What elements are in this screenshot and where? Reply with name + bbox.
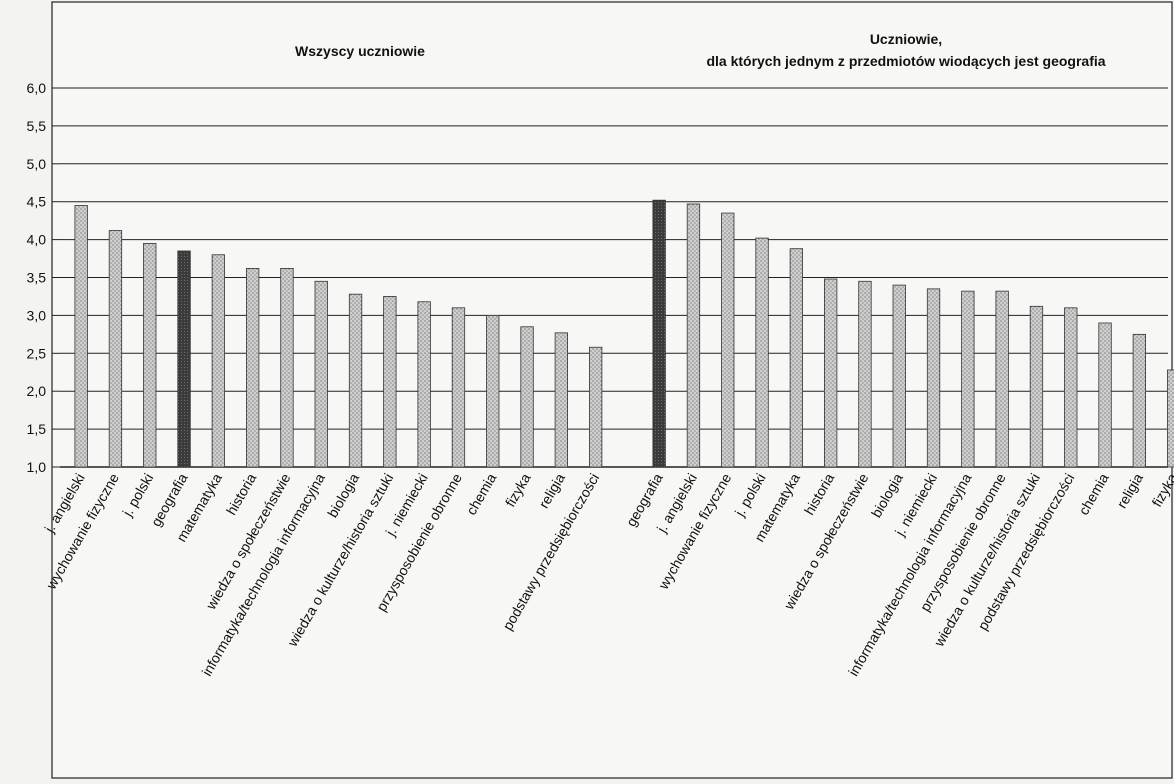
bar — [280, 268, 294, 468]
bar — [211, 254, 226, 468]
bar — [314, 280, 328, 468]
bar — [417, 301, 431, 468]
bar — [1029, 305, 1044, 468]
bar — [1167, 369, 1174, 468]
bar — [1098, 322, 1112, 468]
bar — [108, 230, 123, 468]
bar — [74, 205, 88, 468]
bar — [451, 307, 466, 468]
bar — [383, 296, 397, 468]
bar — [961, 290, 975, 468]
y-tick-label: 4,5 — [27, 194, 47, 210]
bar — [554, 332, 568, 468]
y-tick-label: 1,5 — [27, 421, 47, 437]
bar — [245, 268, 260, 468]
bar — [1064, 307, 1078, 468]
bar — [520, 326, 534, 468]
panel-title: Wszyscy uczniowie — [295, 43, 425, 59]
bar — [1132, 333, 1146, 468]
bar — [177, 250, 191, 468]
panel-titles: Wszyscy uczniowie Uczniowie, dla których j… — [295, 31, 1106, 69]
bar — [926, 288, 941, 468]
y-tick-label: 5,0 — [27, 156, 47, 172]
gridlines — [60, 87, 1168, 468]
bar — [348, 293, 363, 468]
y-tick-label: 2,5 — [27, 345, 47, 361]
bar — [892, 284, 906, 468]
bar — [486, 314, 500, 468]
bar — [686, 203, 701, 468]
bar — [652, 199, 666, 468]
bar — [995, 290, 1009, 468]
y-tick-label: 3,5 — [27, 270, 47, 286]
y-tick-label: 3,0 — [27, 307, 47, 323]
y-tick-label: 4,0 — [27, 232, 47, 248]
y-tick-label: 2,0 — [27, 383, 47, 399]
y-axis: 1,0 1,5 2,0 2,5 3,0 3,5 4,0 4,5 5,0 5,5 6,0 — [27, 80, 60, 475]
bar — [721, 212, 735, 468]
bar — [755, 237, 769, 468]
plot-frame — [51, 1, 1173, 779]
bar — [143, 242, 157, 468]
panel-title: dla których jednym z przedmiotów wiodący… — [706, 53, 1105, 69]
y-tick-label: 6,0 — [27, 80, 47, 96]
panel-title: Uczniowie, — [870, 31, 942, 47]
y-tick-label: 1,0 — [27, 459, 47, 475]
bar — [858, 280, 872, 468]
y-tick-label: 5,5 — [27, 118, 47, 134]
bar — [589, 346, 603, 468]
bar — [789, 248, 803, 468]
bars — [74, 199, 1174, 468]
bar — [824, 278, 838, 468]
